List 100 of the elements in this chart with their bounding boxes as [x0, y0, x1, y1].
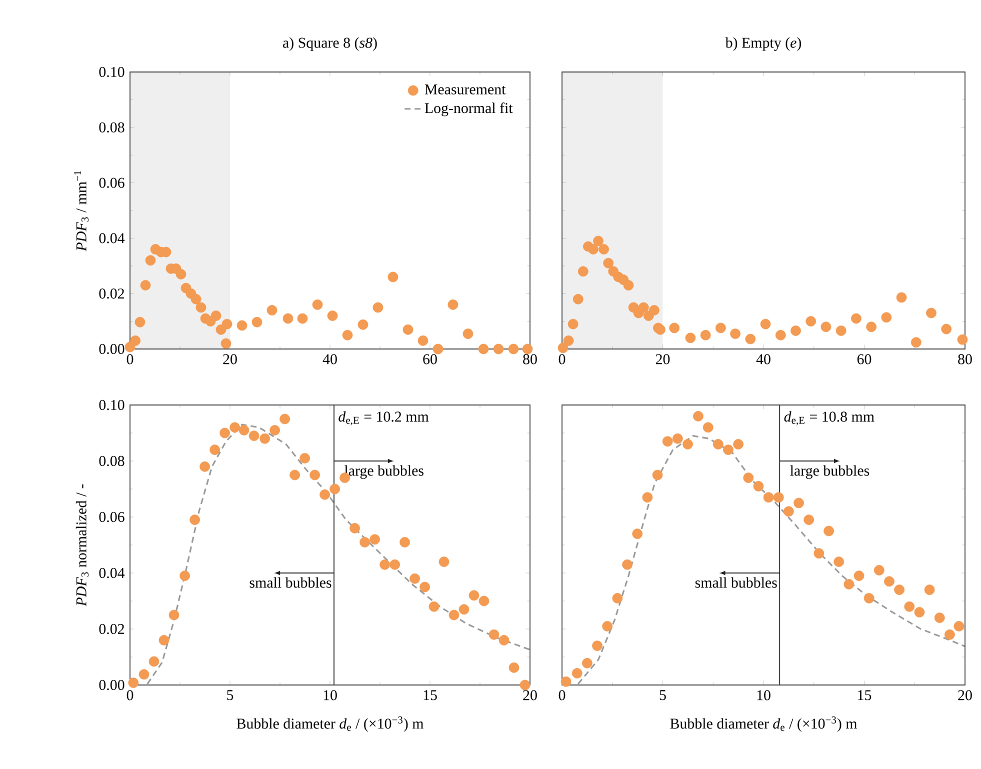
- point: [520, 680, 530, 690]
- point: [148, 656, 160, 667]
- point: [270, 424, 280, 436]
- point: [168, 610, 180, 620]
- point: [498, 635, 510, 646]
- y-axis-title: PDF$_{3}$ normalized / -: [76, 484, 89, 606]
- point: [682, 438, 693, 450]
- x-tick-label: 80: [523, 354, 537, 364]
- point: [400, 537, 410, 548]
- point: [783, 506, 794, 517]
- point: [592, 640, 602, 651]
- point: [700, 330, 711, 340]
- x-tick-label: 20: [958, 690, 972, 700]
- point: [330, 484, 340, 494]
- annotation: large bubbles: [790, 465, 870, 479]
- point: [712, 438, 724, 450]
- point: [753, 481, 764, 492]
- annotation: small bubbles: [695, 577, 777, 588]
- y-tick-label: 0.04: [99, 568, 125, 578]
- point: [230, 422, 240, 433]
- point: [662, 436, 673, 447]
- point: [190, 514, 200, 525]
- point: [854, 570, 864, 581]
- point: [954, 621, 964, 632]
- point: [248, 430, 260, 441]
- point: [140, 280, 151, 290]
- y-tick-label: 0.00: [99, 680, 124, 690]
- x-tick-label: 20: [223, 354, 237, 364]
- point: [642, 492, 653, 503]
- point: [723, 444, 734, 455]
- point: [370, 534, 380, 545]
- point: [834, 556, 844, 567]
- point: [850, 313, 862, 324]
- point: [598, 244, 610, 254]
- point: [648, 305, 660, 316]
- point: [814, 548, 824, 559]
- point: [602, 621, 613, 632]
- ref-line-label: d$_{e,E}$ = 10.8 mm: [784, 411, 874, 426]
- point: [730, 328, 740, 339]
- point: [220, 338, 232, 349]
- point: [468, 590, 480, 601]
- point: [266, 305, 278, 316]
- point: [327, 310, 338, 321]
- point: [926, 308, 936, 318]
- point: [388, 272, 398, 282]
- point: [881, 312, 892, 323]
- point: [200, 461, 210, 472]
- y-axis-title: PDF$_{3}$ / mm$^{−1}$: [74, 170, 89, 252]
- x-tick-label: 60: [423, 354, 437, 364]
- point: [593, 236, 604, 246]
- point: [238, 424, 250, 436]
- point: [428, 601, 440, 612]
- y-tick-label: 0.08: [99, 122, 124, 132]
- chart-title: b) Empty (e): [725, 37, 802, 51]
- point: [196, 302, 206, 313]
- point: [310, 470, 320, 480]
- point: [572, 668, 582, 678]
- point: [448, 610, 460, 620]
- point: [715, 322, 726, 334]
- point: [743, 472, 754, 483]
- point: [760, 318, 771, 330]
- line-series: [146, 424, 531, 685]
- point: [280, 414, 290, 424]
- point: [508, 662, 520, 673]
- annotation: small bubbles: [250, 577, 332, 588]
- point: [236, 320, 248, 331]
- point: [904, 601, 915, 612]
- point: [775, 330, 786, 340]
- point: [190, 294, 202, 304]
- point: [410, 573, 420, 584]
- point: [623, 280, 634, 290]
- point: [763, 492, 774, 503]
- point: [864, 593, 874, 604]
- point: [372, 302, 384, 313]
- y-tick-label: 0.04: [99, 233, 125, 244]
- point: [790, 326, 801, 336]
- point: [390, 559, 400, 570]
- point: [622, 559, 632, 570]
- point: [944, 629, 955, 640]
- point: [884, 576, 894, 587]
- y-tick-label: 0.08: [99, 456, 124, 466]
- point: [578, 266, 588, 277]
- point: [638, 302, 649, 313]
- x-tick-label: 15: [858, 690, 872, 700]
- point: [672, 433, 683, 444]
- x-tick-label: 0: [558, 690, 566, 700]
- point: [488, 629, 500, 640]
- x-tick-label: 10: [324, 690, 337, 700]
- y-tick-label: 0.02: [99, 624, 124, 634]
- point: [794, 498, 804, 508]
- x-tick-label: 20: [656, 354, 670, 364]
- point: [458, 604, 470, 615]
- point: [402, 324, 414, 335]
- point: [462, 328, 474, 339]
- point: [220, 428, 230, 438]
- y-tick-label: 0.10: [99, 66, 124, 78]
- x-tick-label: 0: [126, 354, 134, 364]
- x-axis-title: Bubble diameter d$_{e}$ / (×10$^{−3}$) m: [670, 716, 858, 732]
- point: [493, 344, 504, 354]
- point: [432, 344, 444, 354]
